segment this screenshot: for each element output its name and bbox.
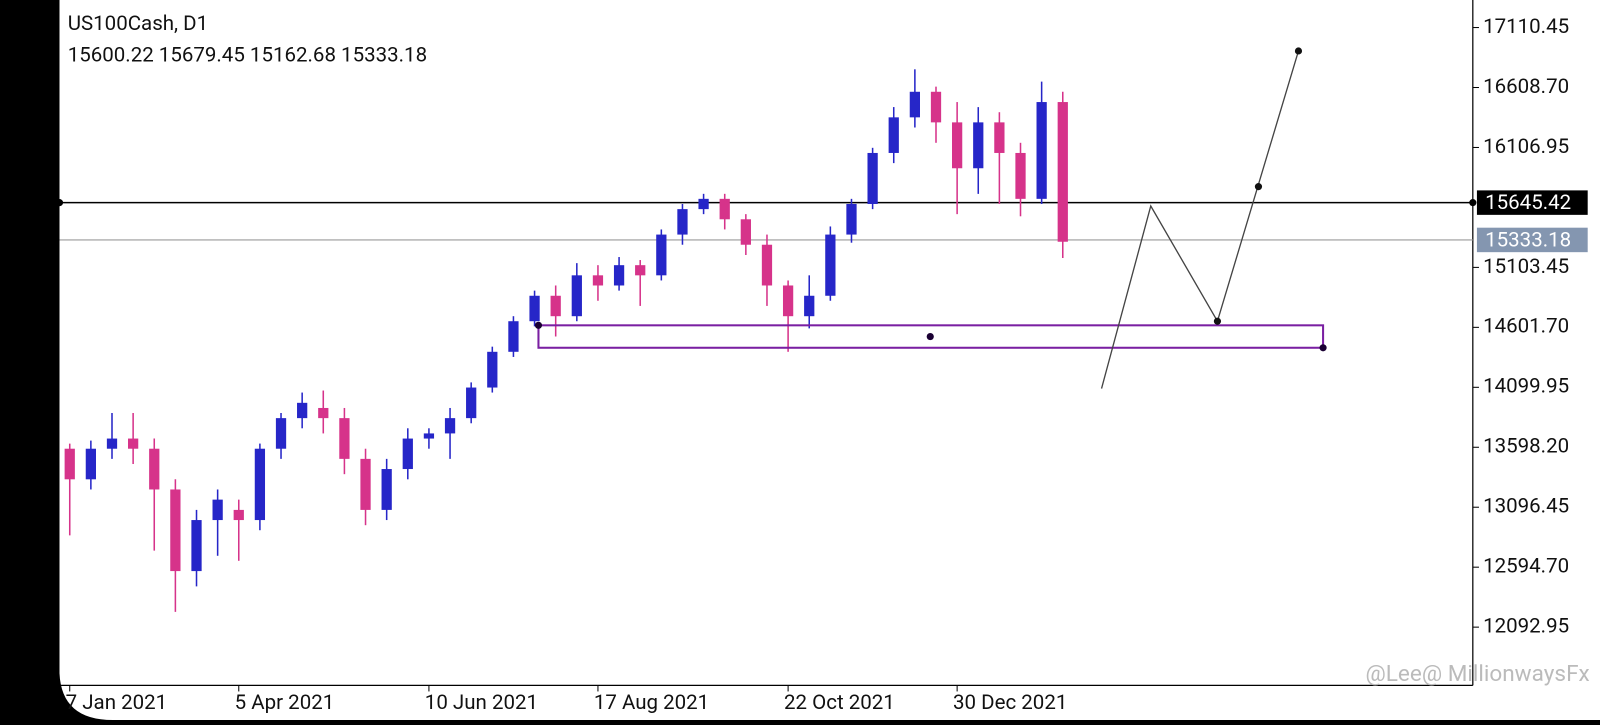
candle-body: [423, 433, 435, 439]
candle-body: [339, 418, 350, 459]
candle-body: [487, 351, 498, 388]
candle-body: [677, 209, 688, 235]
level-label-box: [1476, 190, 1588, 215]
watermark: @Lee@ MillionwaysFx: [1366, 661, 1590, 687]
candle-body: [360, 458, 371, 510]
candle-body: [1036, 102, 1047, 199]
last-price-box: [1476, 227, 1588, 253]
chart-title: US100Cash, D1: [68, 11, 208, 35]
candle-body: [64, 448, 75, 480]
y-tick-label: 16608.70: [1483, 74, 1569, 98]
candle-body: [825, 234, 836, 296]
zone-handle: [534, 321, 543, 329]
candle-body: [191, 520, 202, 572]
x-tick-label: 22 Oct 2021: [784, 690, 895, 714]
candle-body: [761, 244, 773, 286]
candle-body: [444, 418, 456, 434]
candle-body: [698, 198, 709, 210]
candle-body: [973, 122, 984, 169]
level-label: 15645.42: [1485, 190, 1571, 214]
candle-body: [170, 489, 181, 572]
demand-zone: [537, 324, 1325, 349]
path-handle: [1294, 47, 1303, 55]
zone-handle: [1319, 344, 1327, 352]
candle-body: [719, 198, 730, 220]
path-handle: [1254, 183, 1263, 191]
y-tick-label: 12092.95: [1483, 614, 1569, 638]
screen-edge: [0, 0, 113, 720]
plot: 17110.45 16608.70 16106.95 15103.45 14601.70…: [55, 14, 1588, 714]
candle-body: [508, 321, 519, 352]
y-tick-label: 13096.45: [1483, 494, 1569, 518]
level-handle: [55, 199, 64, 207]
y-tick-label: 16106.95: [1483, 134, 1569, 158]
candle-body: [402, 438, 413, 470]
candle-body: [1015, 152, 1026, 199]
y-tick-label: 17110.45: [1483, 14, 1569, 38]
candle-body: [381, 469, 392, 510]
candle-body: [571, 275, 582, 317]
candle-body: [128, 438, 139, 449]
x-tick-label: 10 Jun 2021: [425, 690, 538, 714]
candle-body: [930, 91, 942, 123]
candle-body: [888, 117, 899, 153]
x-tick-label: 7 Jan 2021: [66, 690, 168, 714]
candle-body: [740, 219, 751, 245]
y-tick-label: 14601.70: [1483, 314, 1569, 338]
candle-body: [106, 438, 118, 449]
candle-body: [909, 91, 920, 118]
candle-body: [1057, 102, 1068, 242]
candle-body: [254, 448, 266, 521]
candle-body: [656, 234, 667, 276]
candle-body: [846, 203, 857, 235]
path-handle: [1213, 317, 1222, 325]
candle-body: [592, 275, 604, 286]
y-tick-label: 15103.45: [1483, 254, 1569, 278]
candle-body: [233, 509, 244, 521]
candle-body: [550, 295, 561, 317]
candle-body: [85, 448, 96, 480]
candle-body: [275, 418, 287, 449]
candle-body: [212, 499, 223, 521]
background: [59, 0, 1600, 720]
level-handle: [1469, 199, 1477, 207]
candle-body: [297, 402, 308, 419]
y-tick-label: 14099.95: [1483, 374, 1569, 398]
candle-body: [635, 265, 646, 276]
candle-body: [613, 265, 625, 286]
candle-body: [529, 295, 540, 322]
candle-body: [318, 407, 329, 419]
candle-body: [804, 295, 815, 317]
candle-body: [952, 122, 963, 169]
candle-body: [466, 387, 477, 419]
ohlc-readout: 15600.22 15679.45 15162.68 15333.18: [68, 43, 427, 67]
y-tick-label: 13598.20: [1483, 434, 1569, 458]
candle-body: [782, 285, 794, 317]
candle-body: [867, 152, 878, 204]
x-tick-label: 5 Apr 2021: [235, 690, 335, 714]
x-tick-label: 17 Aug 2021: [594, 690, 709, 714]
zone-handle: [926, 332, 934, 341]
candle-body: [994, 122, 1005, 153]
x-tick-label: 30 Dec 2021: [953, 690, 1067, 714]
candle-body: [149, 448, 160, 490]
last-price-label: 15333.18: [1485, 227, 1571, 251]
y-tick-label: 12594.70: [1483, 554, 1569, 578]
